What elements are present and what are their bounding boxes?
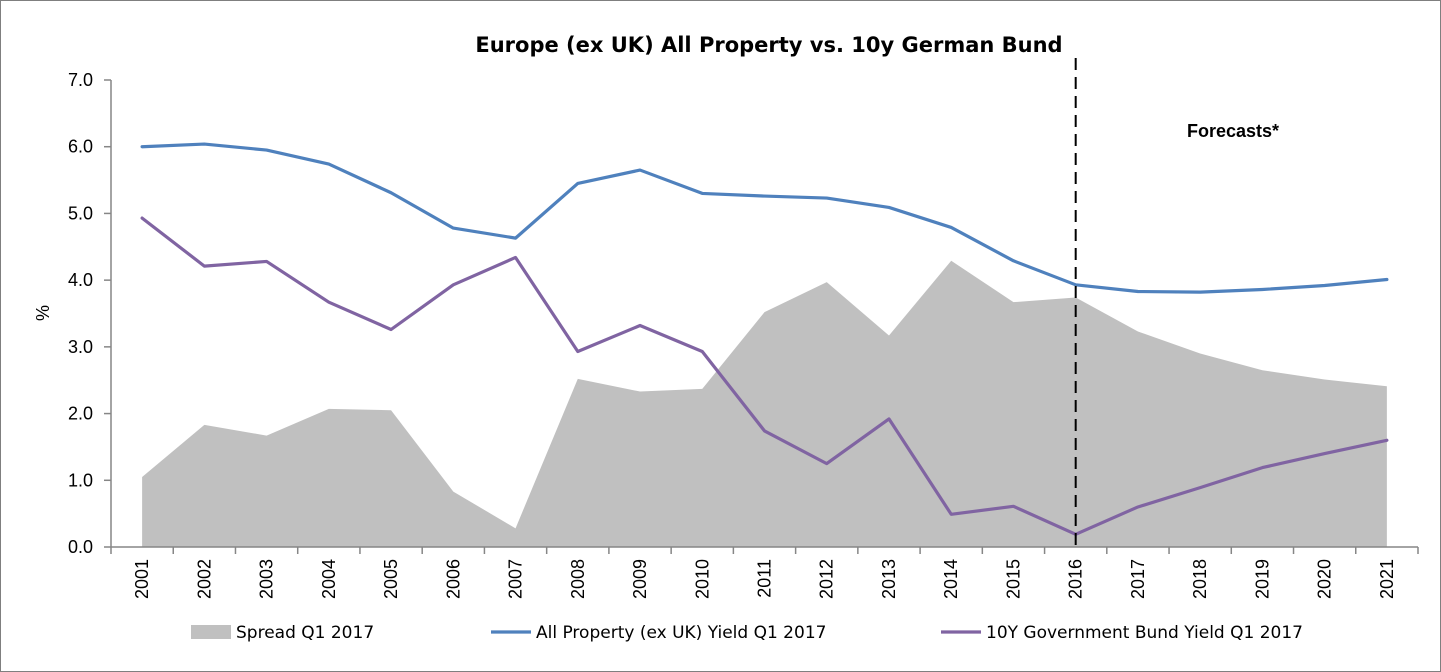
legend: Spread Q1 2017 All Property (ex UK) Yield… — [191, 623, 1303, 643]
chart-title: Europe (ex UK) All Property vs. 10y Germ… — [475, 33, 1062, 57]
legend-item-bund: 10Y Government Bund Yield Q1 2017 — [941, 623, 1303, 643]
y-tick-label: 0.0 — [68, 537, 93, 557]
x-tick-label: 2009 — [630, 559, 650, 599]
x-tick-label: 2004 — [319, 559, 339, 599]
x-tick-label: 2001 — [132, 559, 152, 599]
y-tick-label: 4.0 — [68, 270, 93, 290]
x-tick-label: 2012 — [817, 559, 837, 599]
x-tick-label: 2007 — [506, 559, 526, 599]
x-tick-label: 2021 — [1377, 559, 1397, 599]
x-tick-label: 2011 — [755, 559, 775, 598]
y-tick-label: 5.0 — [68, 203, 93, 223]
x-tick-label: 2013 — [879, 559, 899, 599]
x-tick-label: 2014 — [941, 559, 961, 599]
legend-label: All Property (ex UK) Yield Q1 2017 — [536, 623, 826, 643]
x-tick-label: 2008 — [568, 559, 588, 599]
legend-label: 10Y Government Bund Yield Q1 2017 — [986, 623, 1303, 643]
legend-item-all-property: All Property (ex UK) Yield Q1 2017 — [491, 623, 826, 643]
x-tick-label: 2020 — [1315, 559, 1335, 599]
y-tick-label: 1.0 — [68, 470, 93, 490]
legend-item-spread: Spread Q1 2017 — [191, 623, 374, 643]
x-tick-label: 2018 — [1190, 559, 1210, 599]
x-tick-label: 2016 — [1066, 559, 1086, 599]
legend-label: Spread Q1 2017 — [236, 623, 374, 643]
all-property-yield-line — [140, 142, 1389, 294]
x-tick-label: 2005 — [381, 559, 401, 599]
forecast-label: Forecasts* — [1187, 121, 1279, 141]
bund-yield-line — [140, 216, 1389, 536]
y-tick-label: 2.0 — [68, 404, 93, 424]
x-tick-label: 2010 — [692, 559, 712, 599]
x-tick-label: 2017 — [1128, 559, 1148, 599]
x-tick-label: 2006 — [443, 559, 463, 599]
annotation-layer: Forecasts* — [1074, 58, 1279, 547]
y-tick-label: 7.0 — [68, 70, 93, 90]
x-tick-label: 2002 — [194, 559, 214, 599]
line-layer — [140, 142, 1389, 536]
y-tick-label: 6.0 — [68, 137, 93, 157]
y-tick-label: 3.0 — [68, 337, 93, 357]
legend-swatch — [191, 625, 231, 639]
x-tick-label: 2019 — [1252, 559, 1272, 599]
x-tick-label: 2015 — [1003, 559, 1023, 599]
x-tick-label: 2003 — [257, 559, 277, 599]
axes: 0.0 1.0 2.0 3.0 4.0 5.0 6.0 7.0 2001 2002 2003 2004… — [68, 70, 1419, 599]
y-axis-label: % — [33, 305, 53, 321]
